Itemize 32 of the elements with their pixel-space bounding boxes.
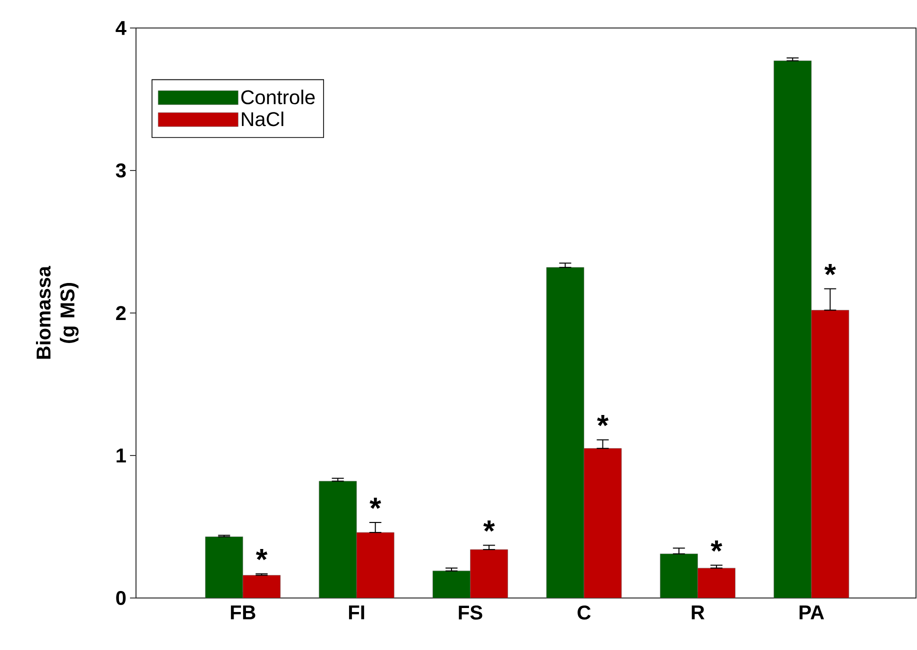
y-tick-label: 1	[116, 448, 126, 462]
bar	[319, 481, 357, 598]
bar	[774, 60, 812, 598]
bar	[698, 568, 736, 598]
y-axis-title: Biomassa (g MS)	[36, 266, 79, 359]
annotation: *	[710, 540, 722, 552]
legend-label: NaCl	[242, 112, 284, 126]
bar	[584, 448, 622, 598]
bar	[432, 570, 470, 598]
annotation: *	[256, 549, 268, 560]
y-tick-label: 2	[116, 306, 126, 320]
annotation: *	[597, 415, 609, 426]
legend-label: Controle	[241, 90, 315, 104]
annotation: *	[370, 498, 382, 509]
bar	[660, 554, 698, 598]
x-tick-label: PA	[800, 606, 824, 620]
x-tick-label: FS	[458, 606, 482, 620]
x-tick-label: FI	[349, 606, 364, 620]
bar	[356, 532, 394, 598]
y-tick-label: 0	[116, 590, 126, 606]
bar	[470, 550, 508, 598]
bar	[242, 575, 280, 598]
y-tick-label: 4	[116, 21, 126, 35]
annotation: *	[483, 520, 495, 532]
y-tick-label: 3	[116, 163, 126, 178]
bar	[811, 310, 850, 598]
annotation: *	[824, 264, 836, 276]
bar	[546, 267, 584, 598]
x-tick-label: R	[692, 606, 704, 620]
bar	[205, 536, 243, 598]
x-tick-label: C	[578, 606, 591, 620]
x-tick-label: FB	[230, 606, 256, 620]
